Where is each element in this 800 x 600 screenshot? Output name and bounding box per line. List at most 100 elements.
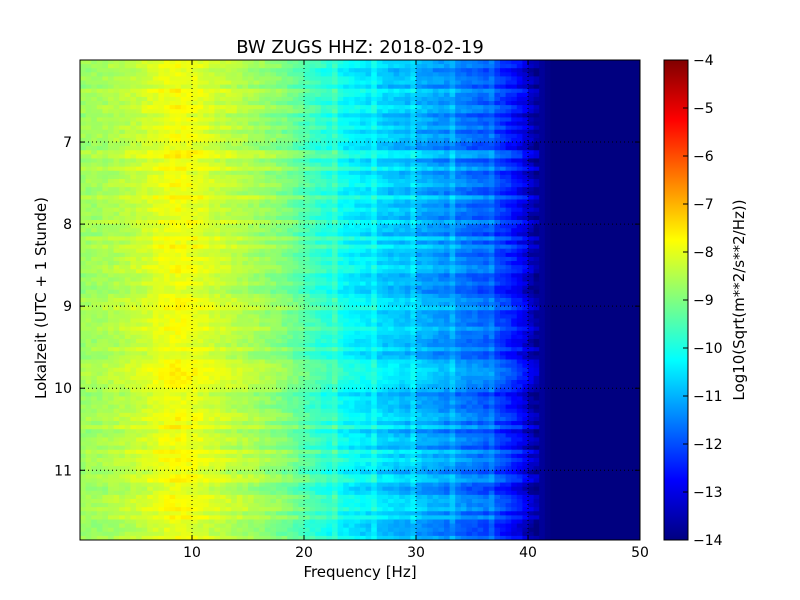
heatmap-cell [455,121,462,127]
heatmap-cell [477,146,484,151]
heatmap-cell [197,158,204,164]
heatmap-cell [533,88,540,94]
heatmap-cell [376,88,383,94]
heatmap-cell [264,252,271,258]
heatmap-cell [410,121,417,127]
heatmap-cell [628,178,635,184]
heatmap-cell [528,261,535,266]
heatmap-cell [488,150,495,155]
heatmap-cell [360,252,367,258]
heatmap-cell [449,72,456,78]
heatmap-cell [444,105,451,110]
heatmap-cell [533,170,540,176]
heatmap-cell [309,96,316,102]
heatmap-cell [494,142,501,147]
heatmap-cell [175,80,182,86]
heatmap-cell [522,178,529,184]
heatmap-cell [421,68,428,73]
heatmap-cell [556,244,563,250]
heatmap-cell [460,125,467,131]
heatmap-cell [164,117,171,123]
heatmap-cell [488,232,495,238]
heatmap-cell [505,187,512,192]
heatmap-cell [505,220,512,225]
heatmap-cell [326,178,333,184]
heatmap-cell [449,80,456,86]
heatmap-cell [466,174,473,180]
heatmap-cell [595,187,602,192]
heatmap-cell [472,240,479,246]
heatmap-cell [505,178,512,184]
heatmap-cell [80,133,87,139]
heatmap-cell [236,211,243,217]
heatmap-cell [382,146,389,151]
heatmap-cell [572,162,579,168]
heatmap-cell [623,178,630,184]
heatmap-cell [85,178,92,184]
heatmap-cell [584,261,591,266]
heatmap-cell [472,92,479,98]
heatmap-cell [483,236,490,242]
heatmap-cell [371,248,378,254]
heatmap-cell [628,166,635,172]
heatmap-cell [544,121,551,127]
heatmap-cell [416,146,423,151]
heatmap-cell [180,146,187,151]
heatmap-cell [365,174,372,180]
heatmap-cell [164,96,171,102]
heatmap-cell [270,72,277,78]
heatmap-cell [332,256,339,262]
heatmap-cell [488,211,495,217]
heatmap-cell [528,125,535,131]
heatmap-cell [421,199,428,205]
heatmap-cell [477,113,484,119]
heatmap-cell [584,129,591,135]
heatmap-cell [220,162,227,168]
heatmap-cell [416,261,423,266]
heatmap-cell [488,113,495,119]
heatmap-cell [427,150,434,155]
heatmap-cell [483,162,490,168]
heatmap-cell [152,174,159,180]
heatmap-cell [253,76,260,82]
heatmap-cell [270,150,277,155]
heatmap-cell [404,256,411,262]
spectrogram-heatmap [80,60,640,540]
heatmap-cell [298,191,305,196]
heatmap-cell [136,240,143,246]
heatmap-cell [477,252,484,258]
heatmap-cell [488,105,495,110]
heatmap-cell [343,146,350,151]
heatmap-cell [466,232,473,238]
heatmap-cell [567,68,574,73]
heatmap-cell [382,96,389,102]
heatmap-cell [91,105,98,110]
heatmap-cell [472,166,479,172]
heatmap-cell [186,166,193,172]
heatmap-cell [348,236,355,242]
heatmap-cell [192,64,199,69]
heatmap-cell [152,84,159,90]
heatmap-cell [85,261,92,266]
heatmap-cell [365,113,372,119]
heatmap-cell [175,199,182,205]
heatmap-cell [393,224,400,229]
heatmap-cell [304,72,311,78]
heatmap-cell [236,252,243,258]
heatmap-cell [505,64,512,69]
heatmap-cell [584,240,591,246]
heatmap-cell [158,84,165,90]
heatmap-cell [595,88,602,94]
heatmap-cell [320,211,327,217]
heatmap-cell [427,211,434,217]
heatmap-cell [371,207,378,213]
heatmap-cell [214,150,221,155]
heatmap-cell [556,88,563,94]
heatmap-cell [113,133,120,139]
heatmap-cell [393,183,400,188]
heatmap-cell [449,199,456,205]
heatmap-cell [589,146,596,151]
heatmap-cell [500,92,507,98]
heatmap-cell [617,142,624,147]
heatmap-cell [130,203,137,209]
